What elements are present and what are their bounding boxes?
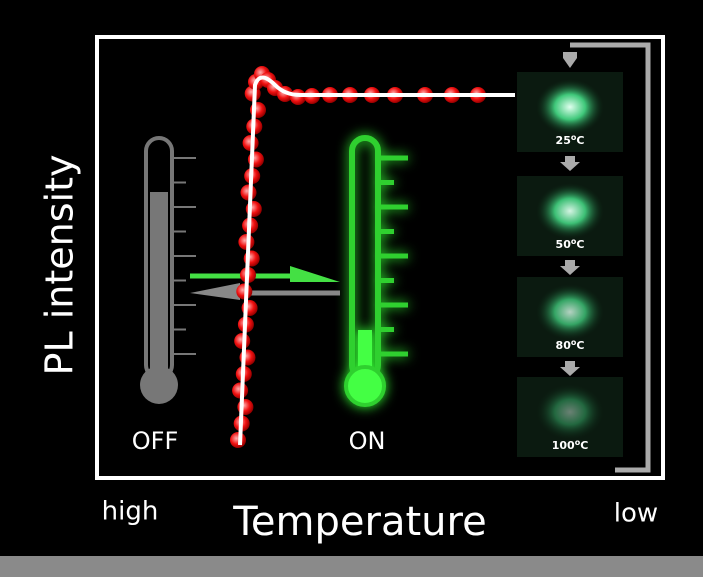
y-axis-label: PL intensity (38, 155, 82, 376)
micrograph: 50oC (517, 176, 623, 256)
micrograph: 80oC (517, 277, 623, 357)
blob (536, 79, 604, 135)
temperature-unit: C (580, 439, 588, 452)
x-end-high: high (102, 497, 159, 527)
data-point (230, 432, 246, 448)
temperature-unit: C (576, 238, 584, 251)
off-label: OFF (132, 427, 179, 455)
temperature-number: 50 (556, 238, 572, 251)
temperature-label: 50oC (556, 237, 585, 251)
temperature-unit: C (576, 134, 584, 147)
diagram: PL intensity Temperature high low OFF ON… (0, 0, 703, 577)
temperature-unit: C (576, 339, 584, 352)
micrograph: 100oC (517, 377, 623, 457)
temperature-label: 100oC (552, 438, 589, 452)
micrograph: 25oC (517, 72, 623, 152)
temperature-number: 80 (556, 339, 572, 352)
on-label: ON (349, 427, 386, 455)
temperature-label: 80oC (556, 338, 585, 352)
temperature-number: 100 (552, 439, 575, 452)
x-end-low: low (614, 499, 658, 529)
x-axis-label: Temperature (232, 499, 486, 545)
blob (536, 183, 604, 239)
temperature-number: 25 (556, 134, 571, 147)
bottom-bar (0, 556, 703, 577)
blob (536, 384, 604, 440)
temperature-label: 25oC (556, 133, 585, 147)
blob (536, 284, 604, 340)
